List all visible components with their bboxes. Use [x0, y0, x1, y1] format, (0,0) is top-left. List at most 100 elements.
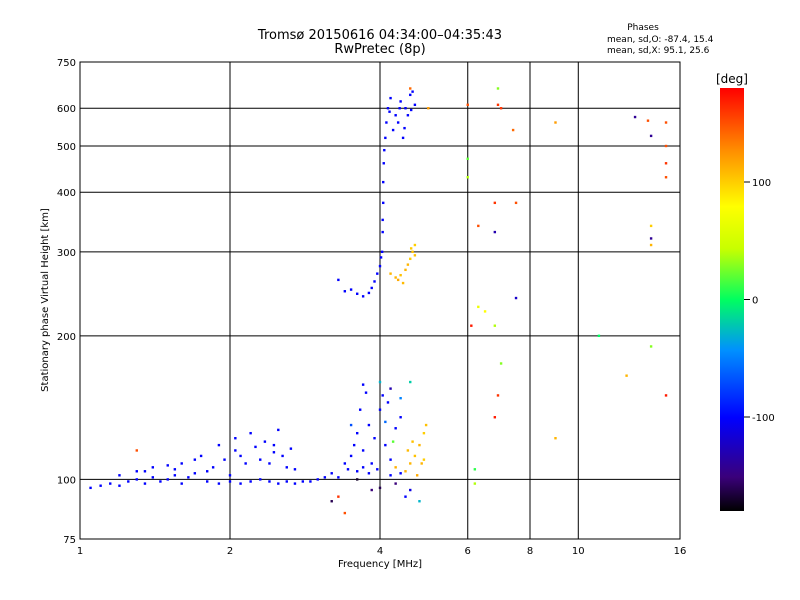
data-point — [477, 224, 480, 228]
data-point — [649, 237, 653, 240]
phase-heading: Phases — [627, 23, 659, 33]
data-point — [389, 458, 392, 461]
data-point — [386, 401, 390, 404]
data-point — [413, 243, 417, 247]
data-point — [511, 128, 515, 132]
data-point — [127, 480, 130, 483]
data-point — [418, 443, 421, 447]
data-point — [193, 458, 197, 461]
data-point — [228, 480, 232, 483]
y-tick-label: 400 — [57, 188, 76, 199]
data-point — [404, 268, 407, 272]
data-point — [211, 466, 215, 469]
data-point — [293, 468, 297, 471]
data-point — [633, 115, 637, 119]
data-point — [234, 437, 237, 440]
data-point — [499, 362, 503, 365]
data-point — [399, 416, 402, 419]
data-point — [394, 482, 397, 485]
data-point — [406, 263, 410, 266]
x-tick-label: 6 — [465, 546, 471, 557]
data-point — [268, 480, 271, 483]
data-point — [380, 250, 384, 254]
colorbar-ticks: 100 0 -100 — [744, 178, 775, 424]
data-point — [337, 476, 340, 479]
data-point — [427, 107, 430, 110]
data-point — [401, 136, 405, 140]
data-point — [389, 96, 392, 100]
data-point — [330, 472, 333, 475]
data-point — [361, 383, 365, 386]
data-point — [394, 114, 397, 117]
data-point — [193, 472, 197, 475]
data-point — [424, 423, 428, 427]
data-point — [649, 243, 653, 247]
data-point — [466, 157, 469, 161]
data-point — [239, 454, 242, 458]
data-point — [649, 224, 653, 228]
y-tick-label: 75 — [63, 535, 76, 546]
data-point — [180, 462, 183, 465]
data-point — [151, 476, 155, 479]
data-point — [381, 230, 384, 234]
data-point — [143, 482, 147, 485]
x-tick-label: 8 — [527, 546, 533, 557]
data-point — [367, 423, 371, 427]
data-point — [404, 495, 407, 498]
y-tick-label: 750 — [57, 58, 76, 69]
data-point — [409, 108, 413, 112]
data-point — [646, 119, 650, 122]
data-point — [493, 416, 497, 419]
data-point — [277, 482, 280, 485]
data-point — [411, 250, 414, 254]
data-point — [364, 391, 368, 394]
data-point — [379, 256, 383, 259]
data-point — [187, 476, 190, 479]
data-point — [277, 428, 280, 432]
data-point — [370, 462, 373, 465]
data-point — [409, 257, 412, 261]
data-point — [389, 474, 392, 477]
data-point — [394, 427, 397, 430]
chart-title: Tromsø 20150616 04:34:00–04:35:43 — [257, 28, 502, 43]
data-points — [89, 87, 668, 515]
data-point — [249, 480, 252, 483]
data-point — [281, 454, 284, 458]
data-point — [323, 476, 327, 479]
phase-line-x: mean, sd,X: 95.1, 25.6 — [607, 46, 710, 56]
data-point — [399, 396, 402, 400]
data-point — [301, 480, 305, 483]
data-point — [349, 423, 353, 427]
data-point — [394, 466, 397, 469]
data-point — [343, 462, 347, 465]
data-point — [349, 454, 353, 458]
data-point — [473, 482, 477, 485]
data-point — [259, 478, 262, 481]
data-point — [367, 472, 371, 475]
y-axis-label: Stationary phase Virtual Height [km] — [40, 208, 51, 392]
y-tick-label: 600 — [57, 104, 76, 115]
data-point — [411, 90, 414, 93]
data-point — [496, 103, 500, 107]
data-point — [285, 466, 288, 469]
data-point — [293, 482, 297, 485]
data-point — [413, 454, 417, 458]
data-point — [361, 466, 365, 469]
data-point — [355, 431, 359, 435]
data-point — [378, 264, 382, 268]
data-point — [388, 110, 391, 113]
data-point — [166, 464, 169, 467]
colorbar-tick-label: 0 — [752, 296, 758, 307]
data-point — [382, 201, 385, 205]
data-point — [378, 380, 382, 384]
data-point — [143, 470, 147, 473]
data-point — [396, 278, 400, 282]
data-point — [358, 408, 362, 411]
data-point — [493, 230, 497, 234]
data-point — [411, 440, 414, 443]
data-point — [493, 324, 497, 327]
data-point — [268, 462, 271, 465]
chart-subtitle: RwPretec (8p) — [334, 42, 425, 57]
data-point — [394, 276, 397, 279]
